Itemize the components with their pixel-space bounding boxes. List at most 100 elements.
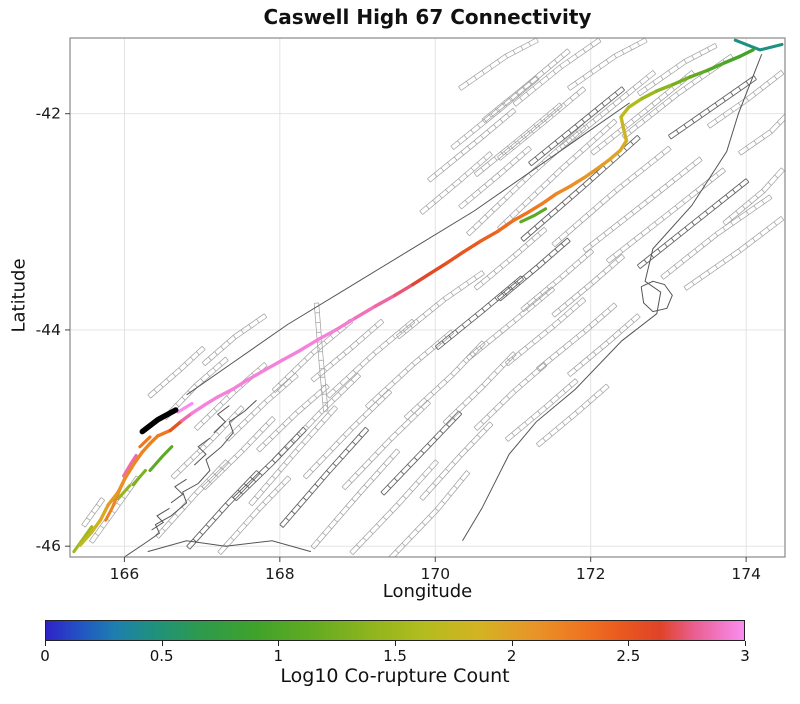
colorbar bbox=[45, 620, 745, 641]
colorbar-tick-label: 1 bbox=[273, 647, 284, 665]
coastline bbox=[193, 437, 211, 466]
fault-ribbon bbox=[232, 426, 307, 502]
x-tick-label: 168 bbox=[265, 565, 295, 583]
fault-ribbon bbox=[551, 145, 672, 248]
fault-ribbon bbox=[520, 248, 594, 313]
x-tick-label: 174 bbox=[731, 565, 761, 583]
fault-ribbon bbox=[481, 48, 571, 123]
fault-ribbon bbox=[458, 145, 532, 210]
corupture-trace bbox=[148, 445, 174, 473]
fault-ribbon bbox=[419, 151, 493, 215]
colorbar-tick-label: 0 bbox=[40, 647, 50, 665]
fault-ribbon bbox=[551, 253, 625, 318]
fault-ribbon bbox=[536, 302, 618, 372]
fault-ribbon bbox=[567, 313, 641, 377]
fault-ribbon bbox=[310, 448, 401, 550]
colorbar-tick bbox=[395, 641, 396, 646]
fault-ribbon bbox=[388, 470, 471, 557]
coastline bbox=[186, 102, 630, 396]
fault-ribbon bbox=[326, 318, 416, 399]
y-tick-label: -46 bbox=[36, 537, 61, 555]
fault-ribbon bbox=[271, 372, 361, 464]
fault-ribbon bbox=[605, 167, 726, 264]
corupture-trace bbox=[116, 484, 132, 501]
y-tick-label: -42 bbox=[36, 105, 61, 123]
map-data bbox=[72, 38, 785, 557]
fault-ribbon bbox=[310, 318, 385, 383]
fault-ribbon bbox=[365, 329, 454, 410]
corupture-trace bbox=[72, 525, 94, 554]
colorbar-tick bbox=[628, 641, 630, 646]
corupture-trace bbox=[131, 468, 147, 487]
fault-ribbon bbox=[466, 286, 555, 361]
fault-ribbon bbox=[403, 340, 486, 420]
fault-ribbon bbox=[504, 378, 579, 442]
fault-ribbon bbox=[89, 475, 140, 544]
fault-ribbon bbox=[349, 459, 439, 555]
fault-ribbon bbox=[683, 216, 785, 291]
y-axis-label: Latitude bbox=[8, 258, 30, 333]
coastline bbox=[147, 540, 312, 553]
fault-ribbon bbox=[660, 194, 773, 280]
fault-ribbon bbox=[473, 362, 548, 431]
fault-ribbon bbox=[559, 70, 656, 150]
x-tick-label: 166 bbox=[110, 565, 140, 583]
fault-ribbon bbox=[248, 405, 338, 507]
fault-ribbon bbox=[396, 270, 485, 340]
colorbar-tick-label: 2 bbox=[506, 647, 517, 665]
fault-ribbon bbox=[738, 113, 785, 156]
map-plot: 166 168 170 172 174 -42 -44 -46 bbox=[36, 37, 786, 583]
fault-ribbon bbox=[170, 405, 245, 480]
fault-ribbon bbox=[582, 156, 703, 253]
coastline bbox=[124, 399, 257, 557]
fault-ribbon bbox=[419, 421, 494, 501]
fault-ribbon bbox=[147, 345, 206, 399]
fault-ribbon bbox=[504, 297, 587, 367]
colorbar-tick-label: 1.5 bbox=[383, 647, 407, 665]
source-fault-trace bbox=[139, 407, 179, 435]
colorbar-tick bbox=[511, 641, 513, 646]
fault-ribbon bbox=[528, 86, 625, 167]
coastline bbox=[151, 507, 170, 531]
plot-frame bbox=[69, 37, 786, 558]
fault-ribbon bbox=[302, 389, 393, 480]
fault-ribbon bbox=[256, 383, 330, 453]
gridlines bbox=[70, 38, 785, 557]
fault-ribbon bbox=[458, 38, 539, 91]
axis-tick-labels: 166 168 170 172 174 -42 -44 -46 bbox=[36, 105, 761, 583]
fault-ribbon bbox=[668, 75, 757, 140]
fault-ribbon bbox=[722, 167, 785, 226]
x-axis-label: Longitude bbox=[382, 581, 473, 602]
main-corupture-trace bbox=[78, 48, 755, 547]
fault-ribbon bbox=[636, 178, 750, 269]
colorbar-tick bbox=[45, 641, 46, 646]
corupture-trace bbox=[733, 38, 784, 52]
x-tick-label: 172 bbox=[576, 565, 606, 583]
fault-ribbon bbox=[341, 399, 431, 491]
fault-ribbon bbox=[520, 134, 641, 242]
corupture-trace bbox=[138, 435, 152, 449]
fault-ribbon bbox=[201, 416, 276, 491]
fault-ribbon bbox=[450, 75, 540, 150]
coastline bbox=[462, 54, 763, 542]
coastline bbox=[213, 405, 230, 434]
fault-ribbon bbox=[536, 383, 610, 448]
fault-ribbon bbox=[637, 43, 718, 97]
colorbar-tick bbox=[278, 641, 280, 646]
x-tick-label: 170 bbox=[420, 565, 450, 583]
fault-ribbon bbox=[434, 275, 524, 351]
fault-ribbon bbox=[707, 70, 785, 129]
colorbar-label: Log10 Co-rupture Count bbox=[280, 665, 510, 687]
colorbar-tick bbox=[161, 641, 163, 646]
fault-ribbon bbox=[567, 38, 648, 91]
axis-ticks bbox=[65, 113, 747, 562]
fault-ribbon bbox=[497, 237, 571, 302]
fault-ribbon bbox=[473, 102, 563, 177]
fault-ribbon bbox=[225, 372, 299, 442]
fault-ribbon bbox=[512, 38, 602, 107]
coastline bbox=[170, 478, 187, 504]
corupture-trace bbox=[519, 207, 548, 224]
fault-ribbon bbox=[427, 108, 517, 183]
colorbar-tick-label: 3 bbox=[740, 647, 750, 665]
